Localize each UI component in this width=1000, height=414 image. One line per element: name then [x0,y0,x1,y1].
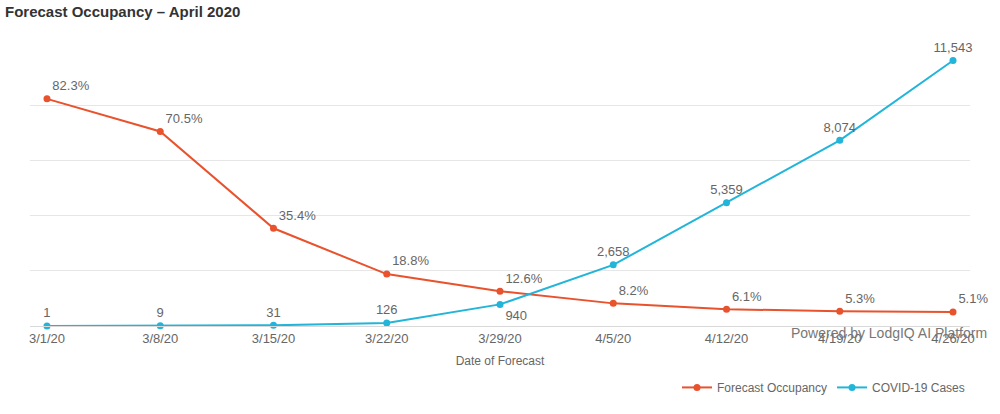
svg-text:4/12/20: 4/12/20 [705,331,748,346]
svg-text:Date of Forecast: Date of Forecast [456,354,545,368]
svg-text:70.5%: 70.5% [166,111,203,126]
svg-text:5.1%: 5.1% [958,291,988,306]
svg-text:18.8%: 18.8% [392,253,429,268]
svg-text:Powered by LodgIQ AI Platform: Powered by LodgIQ AI Platform [791,325,987,341]
svg-text:COVID-19 Cases: COVID-19 Cases [872,381,965,395]
svg-text:31: 31 [266,305,280,320]
svg-text:4/5/20: 4/5/20 [595,331,631,346]
svg-text:9: 9 [157,305,164,320]
svg-text:940: 940 [505,308,527,323]
svg-text:Forecast Occupancy – April 202: Forecast Occupancy – April 2020 [5,3,240,20]
svg-text:3/1/20: 3/1/20 [29,331,65,346]
svg-text:3/29/20: 3/29/20 [478,331,521,346]
svg-text:2,658: 2,658 [597,244,630,259]
svg-text:1: 1 [43,305,50,320]
svg-text:35.4%: 35.4% [279,208,316,223]
svg-text:126: 126 [376,302,398,317]
svg-text:4/19/20: 4/19/20 [818,331,861,346]
svg-text:82.3%: 82.3% [52,78,89,93]
svg-text:4/26/20: 4/26/20 [931,331,974,346]
svg-text:Forecast Occupancy: Forecast Occupancy [717,381,827,395]
svg-text:11,543: 11,543 [934,40,973,55]
svg-text:12.6%: 12.6% [505,271,542,286]
svg-text:8,074: 8,074 [823,120,856,135]
svg-text:3/22/20: 3/22/20 [365,331,408,346]
svg-text:5,359: 5,359 [710,182,743,197]
svg-text:3/8/20: 3/8/20 [142,331,178,346]
svg-text:3/15/20: 3/15/20 [252,331,295,346]
svg-text:8.2%: 8.2% [619,283,649,298]
svg-text:6.1%: 6.1% [732,289,762,304]
svg-text:5.3%: 5.3% [845,291,875,306]
